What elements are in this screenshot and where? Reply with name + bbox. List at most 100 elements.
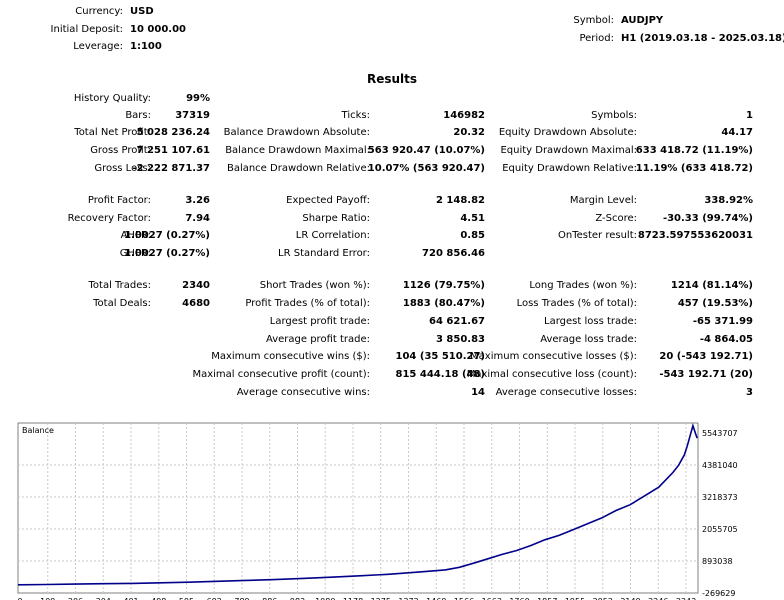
ghpr-label: GHPR: (119, 248, 151, 259)
balance-dd-absolute-value: 20.32 (453, 127, 485, 138)
balance-dd-relative-value: 10.07% (563 920.47) (367, 163, 485, 174)
x-tick-label: 304 (96, 597, 111, 600)
equity-dd-absolute-value: 44.17 (721, 127, 753, 138)
leverage-value: 1:100 (130, 41, 162, 52)
average-consecutive-wins-label: Average consecutive wins: (236, 387, 370, 398)
x-tick-label: 2149 (620, 597, 640, 600)
x-tick-label: 1275 (371, 597, 391, 600)
currency-value: USD (130, 6, 154, 17)
expected-payoff-value: 2 148.82 (435, 195, 485, 206)
gross-loss-label: Gross Loss: (94, 163, 151, 174)
lr-correlation-value: 0.85 (460, 230, 485, 241)
chart-grid (18, 423, 698, 593)
x-tick-label: 2246 (648, 597, 668, 600)
profit-trades-label: Profit Trades (% of total): (245, 298, 370, 309)
ontester-result-label: OnTester result: (557, 230, 637, 241)
average-loss-trade-label: Average loss trade: (540, 334, 637, 345)
maximal-consecutive-loss-label: Maximal consecutive loss (count): (466, 369, 637, 380)
margin-level-label: Margin Level: (569, 195, 637, 206)
loss-trades-label: Loss Trades (% of total): (516, 298, 637, 309)
currency-label: Currency: (75, 6, 123, 17)
ahpr-label: AHPR: (120, 230, 151, 241)
largest-loss-trade-label: Largest loss trade: (544, 316, 637, 327)
x-tick-label: 1760 (509, 597, 529, 600)
x-tick-label: 109 (40, 597, 55, 600)
average-profit-trade-value: 3 850.83 (435, 334, 485, 345)
equity-dd-maximal-value: 633 418.72 (11.19%) (635, 145, 753, 156)
ticks-label: Ticks: (341, 110, 370, 121)
y-axis-ticks: 5543707 4381040 3218373 2055705 893038 -26962… (702, 429, 738, 598)
symbols-label: Symbols: (591, 110, 637, 121)
leverage-label: Leverage: (73, 41, 123, 52)
max-consecutive-wins-label: Maximum consecutive wins ($): (211, 351, 370, 362)
history-quality-value: 99% (186, 93, 210, 104)
balance-dd-maximal-value: 563 920.47 (10.07%) (367, 145, 485, 156)
loss-trades-value: 457 (19.53%) (677, 298, 753, 309)
initial-deposit-label: Initial Deposit: (50, 24, 123, 35)
y-tick-label: 2055705 (702, 525, 738, 534)
symbols-value: 1 (746, 110, 753, 121)
balance-dd-absolute-label: Balance Drawdown Absolute: (223, 127, 370, 138)
balance-chart: Balance 5543707 4381040 3218373 2055705 8930… (0, 420, 784, 600)
total-trades-value: 2340 (182, 280, 210, 291)
bars-label: Bars: (125, 110, 151, 121)
balance-line (17, 422, 698, 586)
balance-dd-relative-label: Balance Drawdown Relative: (226, 163, 370, 174)
max-consecutive-losses-label: Maximum consecutive losses ($): (470, 351, 637, 362)
profit-factor-label: Profit Factor: (87, 195, 151, 206)
max-consecutive-wins-value: 104 (35 510.27) (395, 351, 485, 362)
max-consecutive-losses-value: 20 (-543 192.71) (659, 351, 753, 362)
x-tick-label: 789 (234, 597, 249, 600)
gross-profit-value: 7 251 107.61 (136, 145, 210, 156)
x-axis-ticks: 0 109 206 304 401 498 595 692 789 886 983 1080 1178 1… (17, 597, 696, 600)
sharpe-ratio-value: 4.51 (460, 213, 485, 224)
lr-correlation-label: LR Correlation: (295, 230, 370, 241)
x-tick-label: 595 (179, 597, 194, 600)
gross-profit-label: Gross Profit: (90, 145, 151, 156)
y-tick-label: 5543707 (702, 429, 738, 438)
history-quality-label: History Quality: (73, 93, 151, 104)
average-consecutive-losses-value: 3 (746, 387, 753, 398)
profit-trades-value: 1883 (80.47%) (402, 298, 485, 309)
x-tick-label: 1857 (537, 597, 557, 600)
average-profit-trade-label: Average profit trade: (265, 334, 370, 345)
margin-level-value: 338.92% (704, 195, 753, 206)
x-tick-label: 2343 (676, 597, 696, 600)
total-deals-value: 4680 (182, 298, 210, 309)
largest-profit-trade-value: 64 621.67 (429, 316, 485, 327)
average-consecutive-losses-label: Average consecutive losses: (495, 387, 637, 398)
total-net-profit-label: Total Net Profit: (74, 127, 151, 138)
profit-factor-value: 3.26 (185, 195, 210, 206)
total-deals-label: Total Deals: (93, 298, 151, 309)
maximal-consecutive-profit-label: Maximal consecutive profit (count): (192, 369, 370, 380)
short-trades-label: Short Trades (won %): (259, 280, 370, 291)
largest-profit-trade-label: Largest profit trade: (269, 316, 370, 327)
x-tick-label: 1372 (398, 597, 418, 600)
total-trades-label: Total Trades: (88, 280, 152, 291)
sharpe-ratio-label: Sharpe Ratio: (302, 213, 370, 224)
equity-dd-absolute-label: Equity Drawdown Absolute: (498, 127, 637, 138)
x-tick-label: 401 (123, 597, 138, 600)
x-tick-label: 692 (207, 597, 222, 600)
z-score-value: -30.33 (99.74%) (662, 213, 753, 224)
lr-standard-error-label: LR Standard Error: (278, 248, 370, 259)
y-tick-label: 893038 (702, 557, 733, 566)
lr-standard-error-value: 720 856.46 (422, 248, 485, 259)
x-tick-label: 1178 (343, 597, 363, 600)
ahpr-value: 1.0027 (0.27%) (124, 230, 210, 241)
largest-loss-trade-value: -65 371.99 (692, 316, 753, 327)
x-tick-label: 983 (290, 597, 305, 600)
x-tick-label: 1663 (482, 597, 502, 600)
period-label: Period: (579, 33, 614, 44)
ontester-result-value: 8723.597553620031 (637, 230, 753, 241)
x-tick-label: 1566 (454, 597, 474, 600)
equity-dd-maximal-label: Equity Drawdown Maximal: (500, 145, 637, 156)
x-tick-label: 0 (17, 597, 22, 600)
total-net-profit-value: 5 028 236.24 (136, 127, 210, 138)
equity-dd-relative-label: Equity Drawdown Relative: (502, 163, 637, 174)
maximal-consecutive-profit-value: 815 444.18 (48) (395, 369, 485, 380)
initial-deposit-value: 10 000.00 (130, 24, 186, 35)
x-tick-label: 498 (151, 597, 166, 600)
x-tick-label: 2052 (593, 597, 613, 600)
gross-loss-value: -2 222 871.37 (132, 163, 210, 174)
